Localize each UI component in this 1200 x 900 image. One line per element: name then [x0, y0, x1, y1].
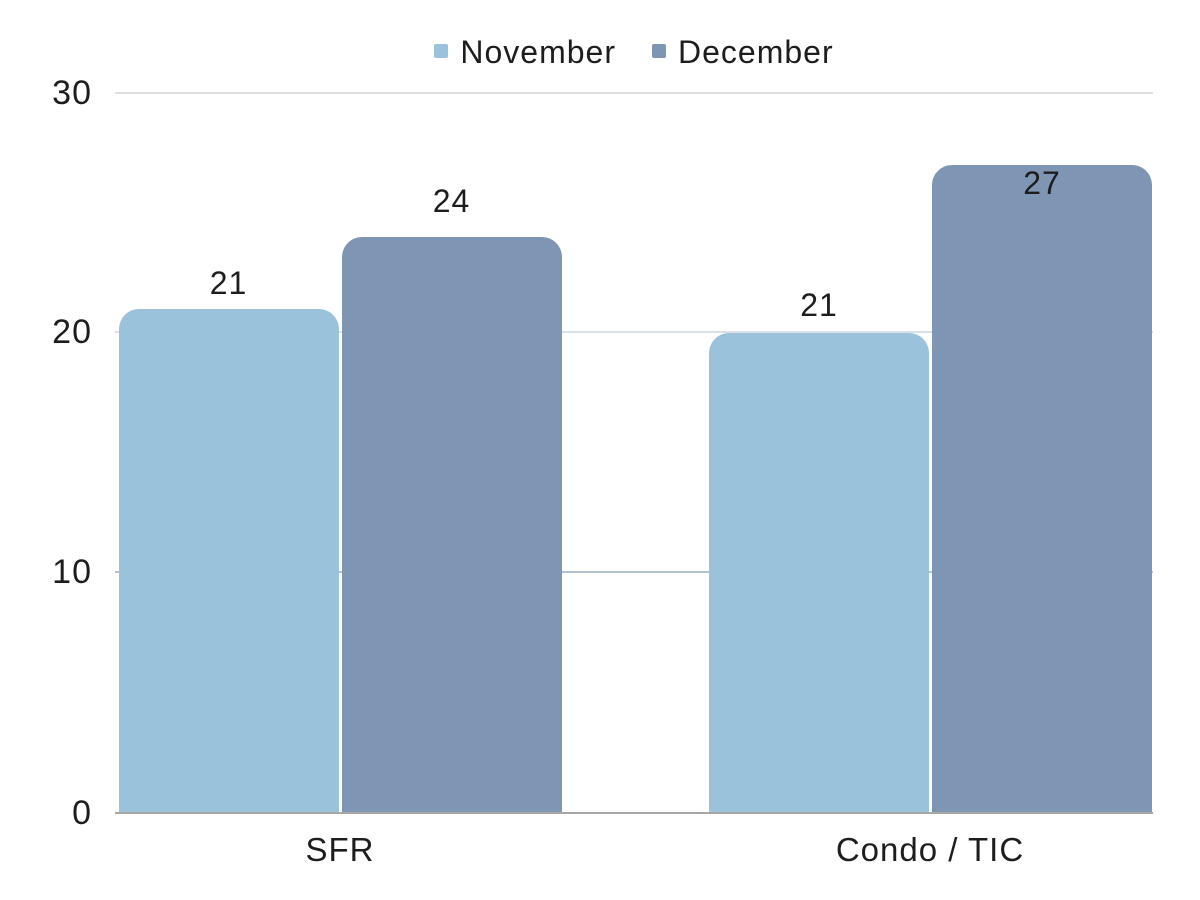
- november-swatch-icon: [434, 44, 449, 58]
- bar-november-condo-tic: [709, 333, 929, 813]
- bar-november-sfr: [118, 309, 339, 813]
- legend-label-november: November: [460, 34, 616, 70]
- bar-december-sfr: [341, 237, 562, 813]
- x-axis-label-condo-tic: Condo / TIC: [835, 831, 1025, 868]
- x-axis-label-sfr: SFR: [305, 831, 375, 868]
- bar-value-label: 24: [432, 183, 471, 219]
- bar-value-label: 27: [1023, 165, 1061, 201]
- bar-value-label: 21: [209, 265, 248, 301]
- bar-december-condo-tic: [932, 165, 1152, 813]
- gridline-10: [115, 571, 1153, 573]
- bar-value-label: 21: [800, 287, 838, 323]
- x-axis-baseline: [115, 812, 1153, 814]
- legend: November December: [115, 30, 1153, 72]
- y-axis-tick-label-20: 20: [52, 313, 92, 351]
- y-axis-tick-label-0: 0: [72, 794, 92, 832]
- y-axis-tick-label-30: 30: [52, 74, 92, 112]
- legend-item-december: December: [652, 34, 834, 68]
- gridline-30: [115, 92, 1153, 94]
- gridline-20: [115, 331, 1153, 333]
- y-axis-tick-label-10: 10: [52, 553, 92, 591]
- legend-item-november: November: [434, 34, 616, 68]
- legend-label-december: December: [678, 34, 834, 70]
- december-swatch-icon: [652, 44, 666, 58]
